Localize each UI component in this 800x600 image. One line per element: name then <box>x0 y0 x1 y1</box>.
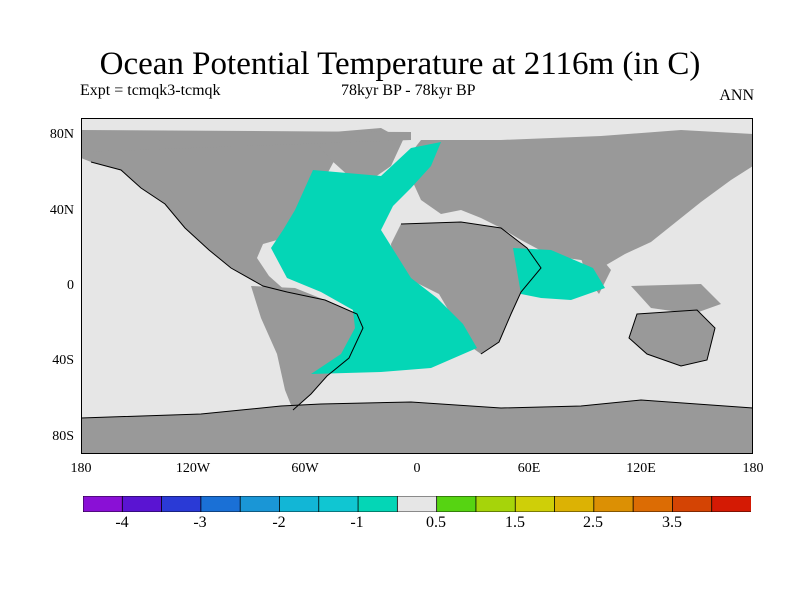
colorbar-label: -1 <box>350 514 364 531</box>
land-australia <box>629 310 715 366</box>
land-indonesia <box>631 284 721 314</box>
x-tick-label: 180 <box>742 461 764 476</box>
colorbar-swatch <box>475 496 517 512</box>
colorbar-label: -2 <box>272 514 286 531</box>
land-eurasia <box>399 130 753 268</box>
colorbar-swatch <box>161 496 202 512</box>
x-tick-label: 0 <box>413 461 421 476</box>
colorbar-label: 3.5 <box>662 514 682 531</box>
colorbar-swatch <box>318 496 359 512</box>
page-title: Ocean Potential Temperature at 2116m (in… <box>99 46 701 82</box>
x-tick-label: 120E <box>626 461 656 476</box>
colorbar-swatch <box>672 496 713 512</box>
experiment-label: Expt = tcmqk3-tcmqk <box>80 82 221 99</box>
y-tick-label: 80S <box>52 429 74 444</box>
colorbar-swatch <box>632 496 674 512</box>
colorbar-swatch <box>593 496 635 512</box>
x-tick-label: 60E <box>517 461 541 476</box>
colorbar <box>83 496 751 512</box>
colorbar-swatch <box>279 496 320 512</box>
y-tick-label: 40N <box>49 203 74 218</box>
colorbar-swatch <box>436 496 477 512</box>
land-antarctica <box>81 400 753 454</box>
map-border <box>81 118 753 454</box>
colorbar-swatch <box>357 496 399 512</box>
land-south-america <box>251 286 363 410</box>
colorbar-swatch <box>396 496 438 512</box>
colorbar-swatch <box>711 496 751 512</box>
x-tick-label: 120W <box>175 461 211 476</box>
colorbar-swatch <box>239 496 281 512</box>
y-tick-label: 80N <box>49 127 74 142</box>
colorbar-swatch <box>554 496 595 512</box>
land-masses <box>81 128 753 454</box>
colorbar-swatch <box>200 496 242 512</box>
colorbar-swatch <box>514 496 556 512</box>
colorbar-label: -4 <box>115 514 129 531</box>
land-north-america <box>81 132 341 292</box>
colorbar-label: 0.5 <box>426 514 446 531</box>
y-tick-label: 40S <box>52 353 74 368</box>
colorbar-swatch <box>83 496 124 512</box>
colorbar-swatch <box>121 496 163 512</box>
colorbar-label: 2.5 <box>583 514 603 531</box>
colorbar-label: 1.5 <box>505 514 525 531</box>
land-arctic <box>81 130 411 152</box>
y-tick-label: 0 <box>67 278 74 293</box>
x-tick-label: 60W <box>291 461 319 476</box>
x-tick-label: 180 <box>70 461 92 476</box>
time-period-label: 78kyr BP - 78kyr BP <box>341 82 476 99</box>
coastlines <box>81 161 753 419</box>
land-africa <box>391 222 541 354</box>
season-label: ANN <box>719 87 754 104</box>
map-plot <box>81 118 753 454</box>
colorbar-label: -3 <box>193 514 207 531</box>
